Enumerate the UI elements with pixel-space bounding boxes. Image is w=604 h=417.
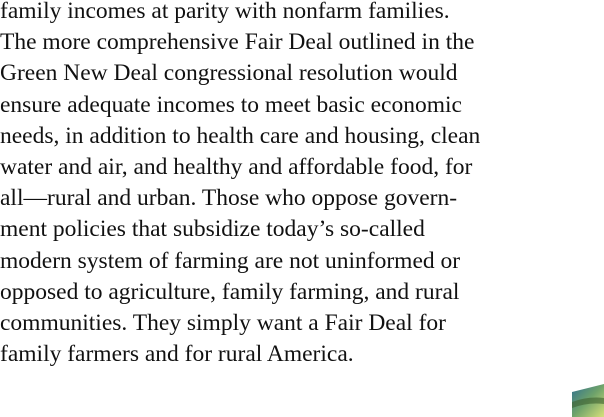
text-line: family farmers and for rural America. bbox=[0, 339, 354, 370]
text-line: water and air, and healthy and affordabl… bbox=[0, 152, 472, 183]
text-line: all—rural and urban. Those who oppose go… bbox=[0, 183, 457, 214]
document-body: family incomes at parity with nonfarm fa… bbox=[0, 0, 604, 417]
text-line: family incomes at parity with nonfarm fa… bbox=[0, 0, 450, 27]
text-line: modern system of farming are not uninfor… bbox=[0, 246, 460, 277]
text-line: ensure adequate incomes to meet basic ec… bbox=[0, 90, 462, 121]
text-line: opposed to agriculture, family farming, … bbox=[0, 277, 459, 308]
text-line: ment policies that subsidize today’s so-… bbox=[0, 214, 425, 245]
text-line: The more comprehensive Fair Deal outline… bbox=[0, 27, 474, 58]
text-line: needs, in addition to health care and ho… bbox=[0, 121, 480, 152]
text-line: communities. They simply want a Fair Dea… bbox=[0, 308, 446, 339]
page: {"document": {"lines": [ "family incomes… bbox=[0, 0, 604, 417]
thumbnail-image bbox=[568, 378, 604, 417]
text-line: Green New Deal congressional resolution … bbox=[0, 58, 457, 89]
